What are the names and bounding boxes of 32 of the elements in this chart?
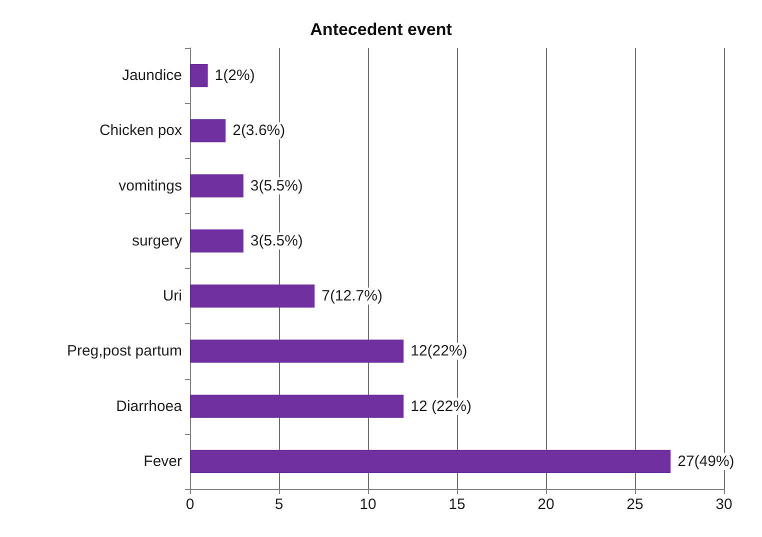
- bar: [190, 284, 315, 308]
- chart-title: Antecedent event: [310, 20, 452, 39]
- bar: [190, 174, 244, 198]
- data-label: 2(3.6%): [232, 122, 286, 140]
- x-tick-label: 20: [538, 496, 554, 513]
- y-tick-label: Chicken pox: [99, 122, 182, 140]
- data-label: 27(49%): [678, 452, 734, 470]
- data-label: 12(22%): [410, 342, 468, 360]
- data-label: 12 (22%): [410, 398, 472, 415]
- y-tick-label: Jaundice: [122, 67, 182, 84]
- bar: [190, 340, 404, 363]
- y-tick-label: Fever: [144, 452, 182, 470]
- y-tick-label: vomitings: [118, 177, 182, 194]
- bar: [190, 119, 226, 142]
- bar: [190, 229, 244, 253]
- data-label: 1(2%): [214, 67, 255, 84]
- bar: [190, 64, 208, 88]
- y-tick-label: surgery: [132, 232, 182, 250]
- x-tick-label: 10: [360, 496, 376, 513]
- data-label: 7(12.7%): [322, 288, 382, 305]
- bar: [190, 394, 404, 418]
- data-label: 3(5.5%): [250, 177, 303, 194]
- x-tick-label: 25: [626, 496, 644, 513]
- y-tick-label: Diarrhoea: [116, 398, 183, 415]
- data-label: 3(5.5%): [250, 232, 303, 250]
- x-tick-label: 15: [448, 496, 466, 513]
- x-tick-label: 5: [274, 496, 284, 513]
- x-tick-label: 30: [716, 496, 732, 513]
- y-tick-label: Preg,post partum: [66, 342, 182, 360]
- bar: [190, 450, 671, 474]
- y-tick-label: Uri: [162, 288, 182, 305]
- x-tick-label: 0: [186, 496, 194, 513]
